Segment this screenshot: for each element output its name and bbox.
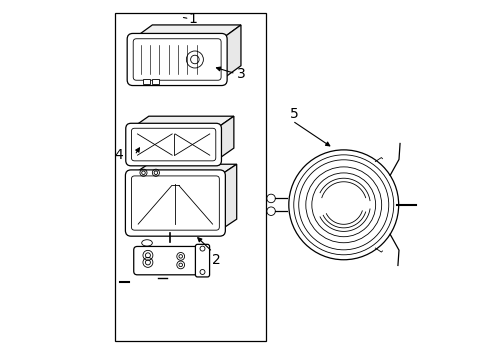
Polygon shape bbox=[221, 25, 241, 80]
FancyBboxPatch shape bbox=[133, 247, 203, 275]
Bar bbox=[152, 79, 159, 84]
FancyBboxPatch shape bbox=[125, 170, 225, 236]
Text: 5: 5 bbox=[289, 107, 298, 121]
Bar bbox=[143, 79, 149, 84]
Text: 1: 1 bbox=[188, 12, 197, 26]
Text: 3: 3 bbox=[236, 67, 245, 81]
FancyBboxPatch shape bbox=[195, 244, 209, 277]
Polygon shape bbox=[216, 116, 233, 161]
Polygon shape bbox=[133, 25, 241, 39]
Text: 4: 4 bbox=[114, 148, 123, 162]
FancyBboxPatch shape bbox=[127, 33, 226, 86]
FancyBboxPatch shape bbox=[125, 123, 221, 166]
Text: 2: 2 bbox=[211, 253, 220, 267]
Polygon shape bbox=[219, 164, 236, 230]
Polygon shape bbox=[131, 164, 236, 176]
Bar bbox=[115, 13, 265, 341]
Polygon shape bbox=[131, 116, 233, 129]
